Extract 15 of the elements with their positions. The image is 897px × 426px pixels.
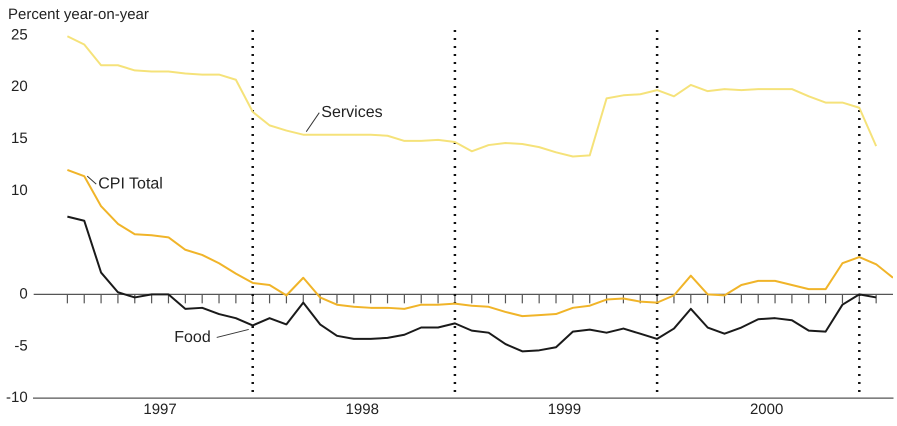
x-tick-label: 1997: [143, 401, 177, 418]
series-label: Food: [174, 328, 211, 346]
x-tick-label: 1998: [346, 401, 379, 418]
x-tick-label: 1999: [548, 401, 582, 418]
series-label: Services: [321, 104, 383, 122]
y-tick-label: -5: [14, 337, 28, 354]
y-axis-title: Percent year-on-year: [8, 6, 149, 23]
y-tick-label: 15: [10, 130, 28, 147]
y-tick-label: 10: [10, 182, 28, 199]
y-tick-label: 25: [10, 26, 28, 44]
y-tick-label: -10: [6, 389, 28, 406]
y-tick-label: 20: [10, 78, 28, 96]
y-tick-label: 0: [19, 285, 28, 302]
x-tick-label: 2000: [750, 401, 784, 418]
series-label: CPI Total: [98, 176, 163, 193]
